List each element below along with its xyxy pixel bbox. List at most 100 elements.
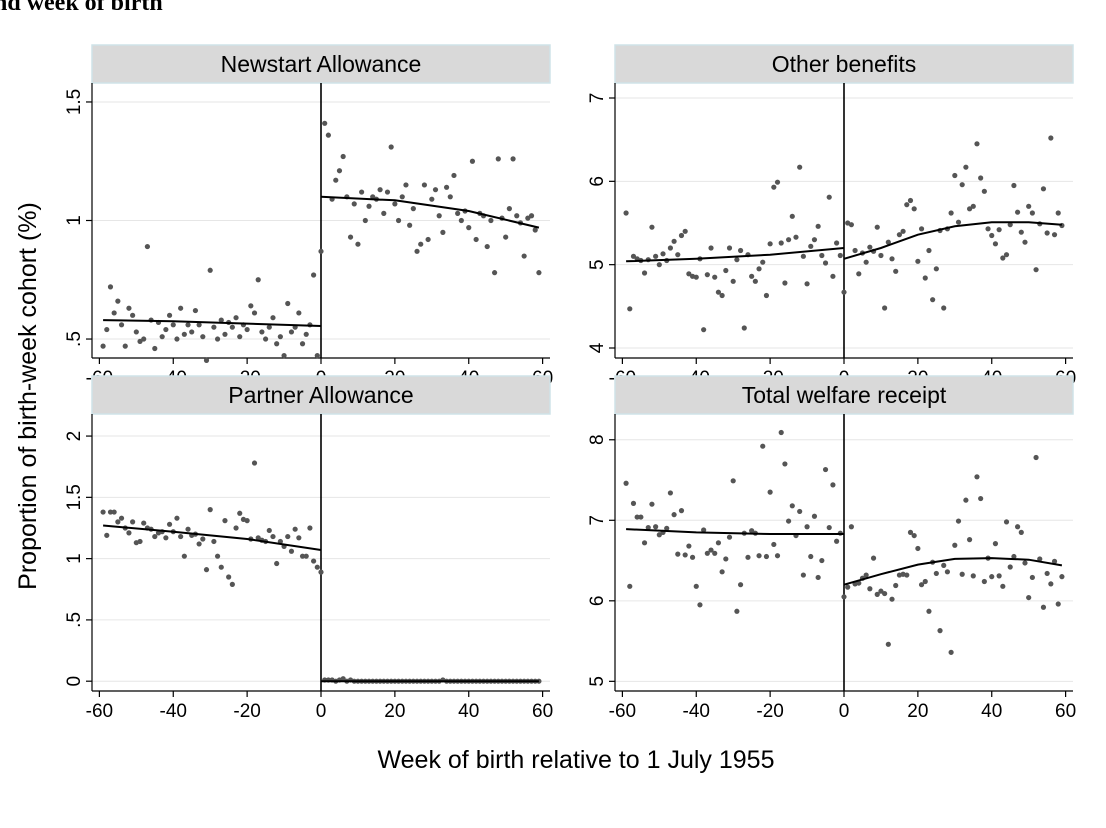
data-point [1007, 222, 1013, 228]
data-point [867, 586, 873, 592]
data-point [1059, 574, 1065, 580]
data-point [992, 541, 999, 547]
data-point [1007, 564, 1013, 570]
data-point [763, 292, 770, 299]
data-point [959, 182, 965, 188]
data-point [296, 310, 302, 316]
x-tick-label: 40 [981, 701, 1002, 722]
data-point [675, 252, 681, 258]
data-point [752, 278, 758, 284]
data-point [970, 203, 976, 209]
data-point [159, 334, 165, 340]
data-point [785, 518, 792, 524]
data-point [1040, 604, 1047, 610]
data-point [797, 508, 803, 515]
data-point [808, 243, 814, 249]
data-point [904, 202, 910, 208]
data-point [996, 227, 1002, 233]
data-point [667, 490, 674, 496]
data-point [1003, 519, 1010, 525]
data-point [255, 535, 261, 541]
data-point [723, 267, 729, 274]
data-point [882, 590, 888, 597]
y-tick-label: .5 [64, 612, 85, 628]
data-point [712, 550, 718, 556]
data-point [904, 572, 910, 578]
data-point [715, 540, 722, 546]
data-point [885, 239, 891, 245]
y-tick-label: 6 [587, 596, 608, 607]
panel-partner-allowance: Partner Allowance 0 .5 1 1.5 2 -60 -40 -20 0 20 40 6… [64, 375, 553, 722]
data-point [922, 275, 928, 281]
data-point [852, 247, 858, 254]
data-point [233, 525, 239, 531]
data-point [336, 168, 343, 174]
data-point [708, 547, 714, 553]
data-point [948, 210, 954, 216]
data-point [251, 310, 258, 316]
data-point [815, 223, 821, 229]
data-point [347, 234, 354, 240]
data-point [196, 322, 202, 328]
data-point [1044, 230, 1050, 236]
data-point [819, 252, 825, 259]
data-point [656, 262, 662, 268]
header-text: nd week of birth [0, 0, 163, 16]
panel-title: Other benefits [772, 51, 916, 77]
x-tick-label: -60 [609, 701, 636, 722]
data-point [311, 272, 317, 278]
data-point [244, 518, 250, 524]
data-point [277, 334, 283, 340]
data-point [878, 252, 884, 259]
data-point [266, 324, 272, 330]
data-point [429, 196, 435, 202]
data-point [848, 222, 854, 228]
y-tick-label: 7 [587, 515, 608, 526]
x-tick-label: 20 [384, 701, 405, 722]
data-point [1018, 229, 1024, 235]
data-point [808, 553, 814, 560]
data-point [671, 512, 677, 518]
data-point [845, 584, 851, 590]
data-point [133, 329, 139, 335]
data-point [436, 213, 442, 219]
data-point [229, 581, 235, 587]
data-point [978, 495, 984, 502]
data-point [837, 252, 843, 259]
data-point [495, 156, 501, 162]
data-point [414, 248, 420, 254]
data-point [270, 533, 276, 540]
data-point [174, 336, 180, 342]
data-point [686, 543, 692, 549]
fit-line-left [103, 524, 322, 551]
y-tick-label: 1 [64, 553, 85, 564]
data-point [896, 232, 903, 238]
y-tick-label: 2 [64, 431, 85, 442]
data-point [1055, 210, 1061, 216]
panel-title: Partner Allowance [228, 382, 413, 408]
data-point [510, 156, 516, 162]
data-point [115, 298, 121, 304]
data-point [763, 553, 770, 560]
data-point [514, 213, 520, 219]
data-point [491, 270, 498, 276]
data-point [989, 232, 995, 239]
data-point [1029, 210, 1035, 216]
data-point [285, 300, 291, 307]
data-point [340, 153, 346, 160]
panel-title-strip [91, 44, 551, 84]
data-point [693, 583, 699, 589]
data-point [163, 535, 169, 541]
data-point [229, 324, 235, 330]
data-point [392, 201, 398, 207]
data-point [1022, 239, 1028, 245]
data-point [384, 189, 391, 195]
data-point [856, 271, 862, 277]
data-point [111, 509, 117, 515]
panel-title-strip [614, 44, 1074, 84]
data-point [715, 289, 722, 295]
y-tick-label: 4 [587, 342, 608, 353]
data-point [793, 234, 799, 240]
data-point [144, 243, 151, 250]
